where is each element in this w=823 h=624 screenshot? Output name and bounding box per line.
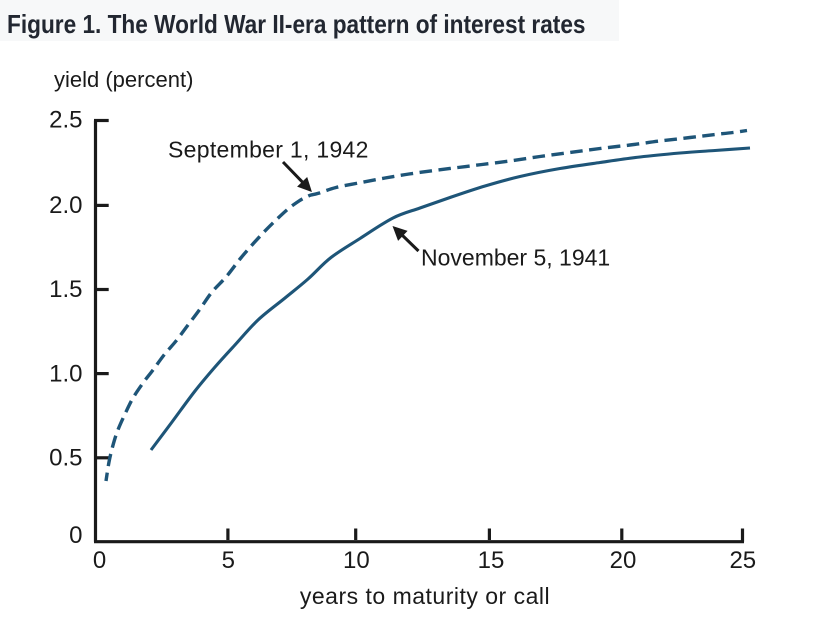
svg-text:1.0: 1.0 (49, 360, 82, 387)
svg-text:2.5: 2.5 (49, 107, 82, 134)
svg-text:0: 0 (69, 522, 82, 549)
svg-text:September 1, 1942: September 1, 1942 (168, 137, 369, 163)
svg-text:yield (percent): yield (percent) (54, 67, 193, 92)
svg-text:2.0: 2.0 (49, 192, 82, 219)
svg-text:20: 20 (610, 547, 637, 574)
svg-text:25: 25 (729, 547, 756, 574)
svg-text:5: 5 (222, 547, 235, 574)
svg-text:0: 0 (93, 547, 106, 574)
svg-text:November 5, 1941: November 5, 1941 (421, 245, 610, 271)
svg-text:15: 15 (478, 547, 505, 574)
svg-text:10: 10 (343, 547, 370, 574)
svg-text:1.5: 1.5 (49, 276, 82, 303)
svg-text:years to maturity or call: years to maturity or call (300, 583, 550, 609)
svg-text:0.5: 0.5 (49, 445, 82, 472)
